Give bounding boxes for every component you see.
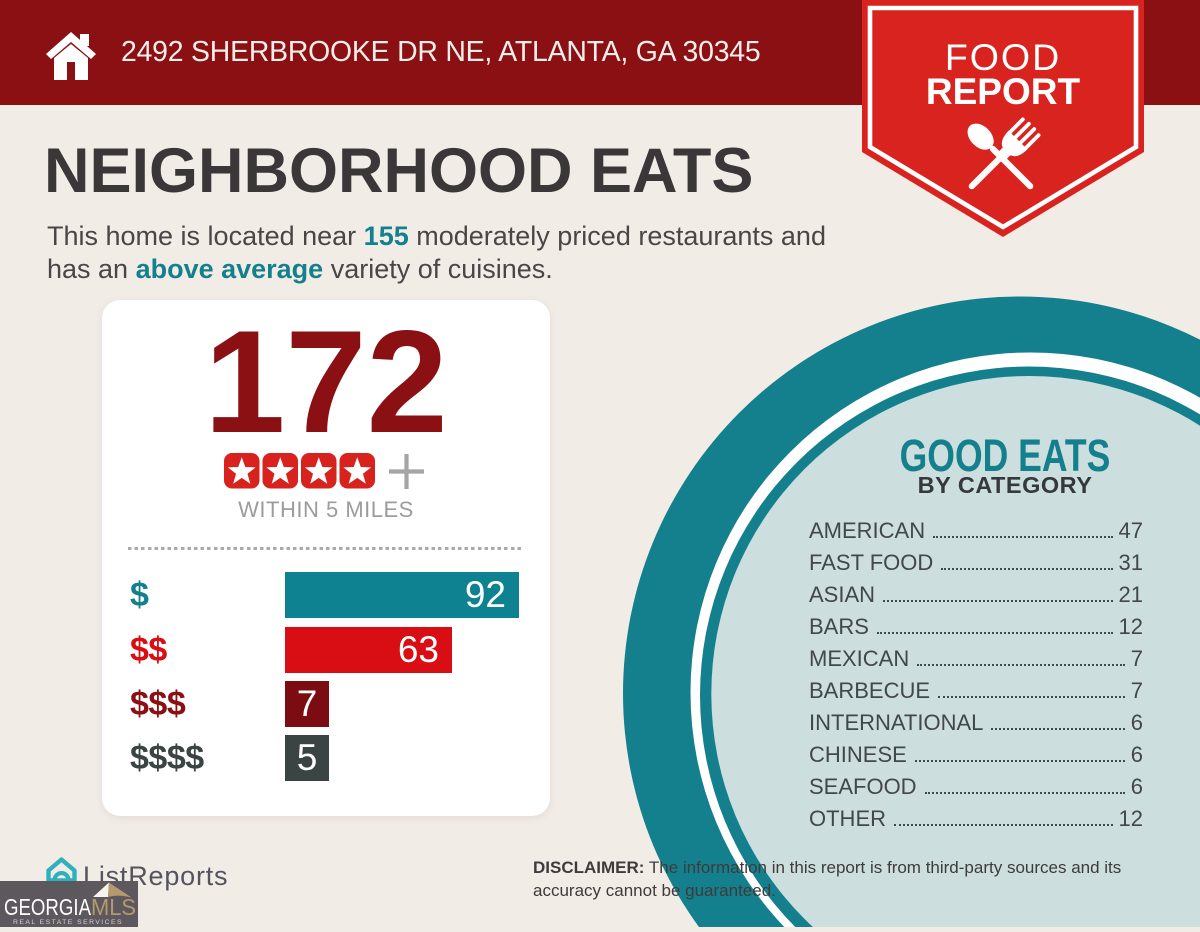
svg-text:GEORGIA: GEORGIA: [4, 894, 91, 920]
svg-text:REPORT: REPORT: [926, 71, 1081, 112]
svg-text:MLS: MLS: [91, 894, 136, 920]
svg-text:REAL ESTATE SERVICES: REAL ESTATE SERVICES: [13, 919, 123, 926]
